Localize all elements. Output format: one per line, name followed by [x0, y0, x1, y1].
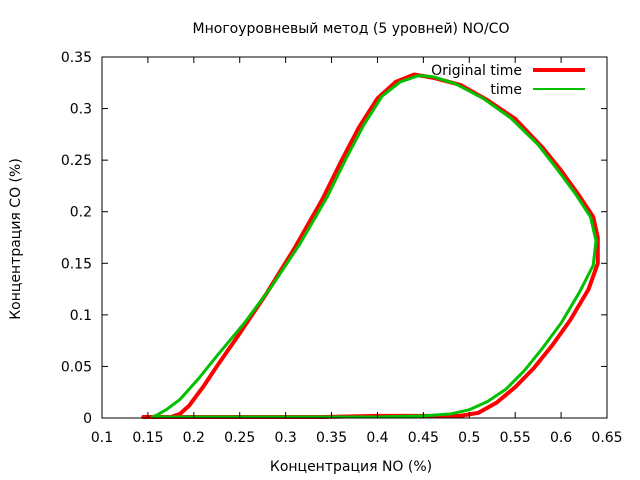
series-line-1	[151, 74, 598, 419]
plot-series	[141, 72, 600, 419]
x-tick-label: 0.6	[550, 430, 572, 446]
plot-frame	[101, 56, 608, 419]
y-tick-label: 0.35	[61, 50, 92, 66]
legend-label-0: Original time	[431, 63, 522, 79]
series-line-0	[141, 72, 600, 419]
x-tick-label: 0.1	[91, 430, 113, 446]
legend-label-1: time	[490, 82, 522, 98]
x-tick-label: 0.2	[183, 430, 205, 446]
x-tick-label: 0.5	[458, 430, 480, 446]
y-tick-label: 0.15	[61, 256, 92, 272]
x-tick-label: 0.4	[366, 430, 388, 446]
y-tick-label: 0.1	[70, 308, 92, 324]
axis-ticks: 0.1 0.15 0.2 0.25 0.3 0.35 0.4 0.45 0.5 0.55 0.6 0.…	[61, 50, 623, 446]
legend: Original time time	[431, 63, 585, 98]
chart-title: Многоуровневый метод (5 уровней) NO/CO	[193, 21, 510, 37]
x-tick-label: 0.45	[408, 430, 439, 446]
x-tick-label: 0.55	[500, 430, 531, 446]
y-axis-label: Концентрация CO (%)	[8, 158, 24, 320]
x-tick-label: 0.65	[591, 430, 622, 446]
x-tick-label: 0.25	[224, 430, 255, 446]
y-tick-label: 0.3	[70, 102, 92, 118]
y-tick-label: 0.25	[61, 153, 92, 169]
y-tick-label: 0.05	[61, 359, 92, 375]
y-tick-label: 0	[83, 411, 92, 427]
x-axis-label: Концентрация NO (%)	[270, 459, 432, 475]
x-tick-label: 0.35	[316, 430, 347, 446]
x-tick-label: 0.3	[275, 430, 297, 446]
x-tick-label: 0.15	[132, 430, 163, 446]
y-tick-label: 0.2	[70, 205, 92, 221]
